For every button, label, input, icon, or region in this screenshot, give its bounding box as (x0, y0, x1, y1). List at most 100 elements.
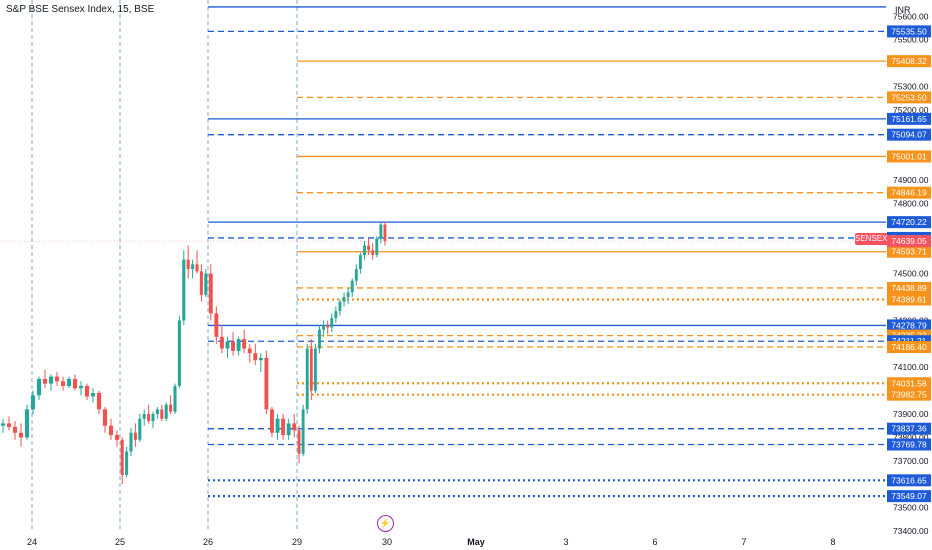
candle-body (90, 392, 96, 397)
candle-body (253, 353, 258, 361)
candle-body (350, 280, 354, 293)
level-label: 75161.65 (891, 114, 927, 124)
candle-body (108, 425, 114, 436)
candle-body (72, 378, 78, 389)
candle-body (379, 224, 383, 239)
y-tick-label: 75500.00 (893, 35, 929, 45)
candle-body (275, 418, 280, 433)
y-tick-label: 73900.00 (893, 409, 929, 419)
candle-body (247, 348, 252, 354)
candle-body (301, 409, 305, 454)
y-tick-label: 74900.00 (893, 175, 929, 185)
candle-body (371, 250, 375, 255)
candle-body (0, 423, 6, 426)
last-price-label: 74639.05 (891, 236, 927, 246)
level-label: 74720.22 (891, 217, 927, 227)
level-badge (887, 216, 931, 229)
candle-body (114, 435, 120, 440)
candle-body (102, 409, 108, 426)
candle-body (84, 385, 90, 397)
candle-body (125, 451, 129, 475)
y-tick-label: 75200.00 (893, 105, 929, 115)
y-tick-label: 74800.00 (893, 198, 929, 208)
last-price-badge (887, 235, 931, 248)
x-tick-label: 6 (652, 537, 657, 547)
candle-body (258, 357, 263, 361)
candle-body (231, 341, 235, 351)
candle-body (160, 409, 164, 419)
candle-body (6, 423, 12, 427)
level-badge (887, 438, 931, 451)
y-tick-label: 75600.00 (893, 11, 929, 21)
candle-body (305, 348, 309, 410)
level-badge (887, 490, 931, 503)
candle-body (322, 325, 326, 330)
candle-body (18, 432, 24, 438)
candle-body (120, 439, 124, 475)
candle-body (138, 418, 142, 440)
level-label: 75408.32 (891, 56, 927, 66)
level-badge (887, 474, 931, 487)
candle-body (358, 254, 362, 269)
x-tick-label: May (467, 537, 485, 547)
candle-body (147, 414, 151, 422)
x-tick-label: 8 (830, 537, 835, 547)
level-badge (887, 422, 931, 435)
candle-body (42, 378, 48, 384)
level-label: 73549.07 (891, 491, 927, 501)
candle-body (60, 381, 66, 386)
candle-body (78, 385, 84, 389)
candle-body (66, 378, 72, 386)
x-tick-label: 3 (563, 537, 568, 547)
candle-body (281, 418, 286, 436)
y-tick-label: 73400.00 (893, 526, 929, 536)
level-label: 74846.19 (891, 188, 927, 198)
candle-body (96, 392, 102, 410)
y-tick-label: 74100.00 (893, 362, 929, 372)
candle-body (133, 432, 137, 440)
candle-body (24, 409, 30, 438)
candle-body (151, 414, 155, 422)
candle-body (309, 348, 313, 391)
currency-label[interactable]: INR (895, 5, 911, 15)
candle-body (182, 259, 186, 321)
candle-body (30, 395, 36, 410)
y-tick-label: 73500.00 (893, 503, 929, 513)
level-badge (887, 55, 931, 68)
candle-body (346, 292, 350, 298)
level-badge (887, 377, 931, 390)
level-label: 75535.50 (891, 26, 927, 36)
level-badge (887, 91, 931, 104)
candle-body (186, 259, 190, 269)
candle-body (191, 264, 195, 269)
y-tick-label: 75300.00 (893, 81, 929, 91)
candle-body (177, 320, 181, 386)
x-tick-label: 25 (115, 537, 125, 547)
candle-body (208, 273, 213, 314)
candle-body (169, 404, 173, 412)
level-badge (887, 319, 931, 332)
candle-body (48, 376, 54, 384)
candle-body (12, 426, 18, 433)
level-badge (887, 245, 931, 258)
candle-body (270, 409, 274, 433)
candle-body (225, 341, 230, 349)
lightning-bolt-icon[interactable]: ⚡ (377, 515, 394, 532)
level-badge (887, 341, 931, 354)
level-label: 75001.01 (891, 151, 927, 161)
candle-body (292, 423, 297, 431)
chart-title: S&P BSE Sensex Index, 15, BSE (6, 4, 155, 15)
level-badge (887, 293, 931, 306)
level-badge (887, 128, 931, 141)
candle-body (338, 301, 342, 312)
symbol-badge: SENSEX (855, 233, 888, 245)
level-badge (887, 186, 931, 199)
candle-body (383, 224, 387, 242)
candle-body (236, 339, 241, 351)
level-label: 74186.40 (891, 342, 927, 352)
candle-body (313, 348, 317, 391)
candle-body (129, 432, 133, 452)
candle-body (54, 376, 60, 382)
level-label: 73837.36 (891, 424, 927, 434)
